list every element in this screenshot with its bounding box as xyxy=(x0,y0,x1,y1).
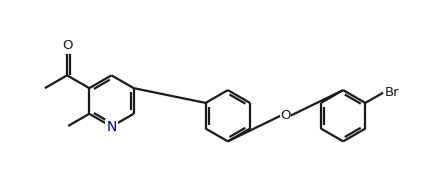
Text: O: O xyxy=(280,109,291,122)
Text: O: O xyxy=(62,39,72,52)
Text: Br: Br xyxy=(385,86,400,99)
Text: N: N xyxy=(106,120,117,134)
